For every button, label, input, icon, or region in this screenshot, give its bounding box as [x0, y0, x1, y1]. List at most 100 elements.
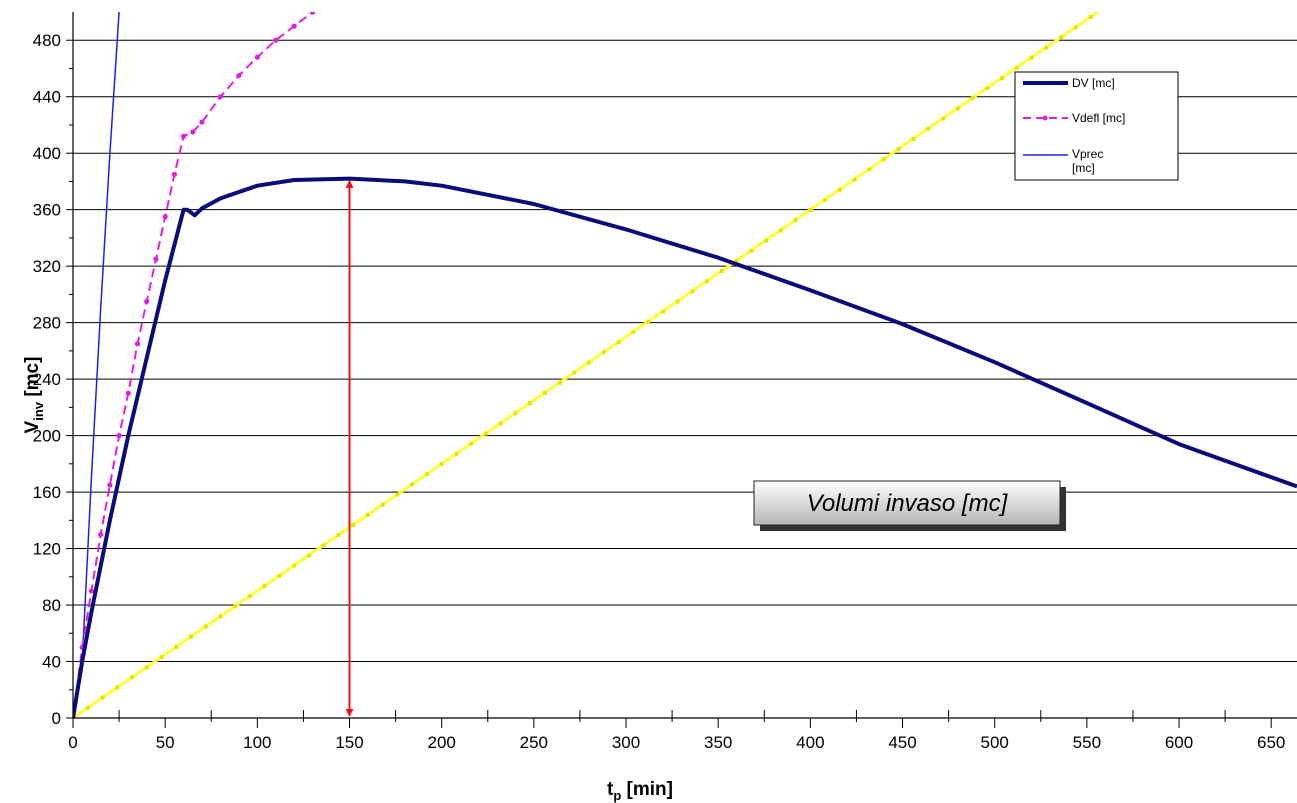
series-point-yellow [646, 319, 651, 324]
x-tick-label-12: 600 [1165, 733, 1193, 752]
x-tick-label-10: 500 [980, 733, 1008, 752]
x-tick-label-3: 150 [335, 733, 363, 752]
series-point-vdefl [116, 433, 122, 439]
series-point-yellow [911, 136, 916, 141]
series-point-vdefl [190, 129, 196, 135]
series-point-yellow [926, 126, 931, 131]
series-point-yellow [1029, 55, 1034, 60]
y-tick-label-4: 160 [33, 483, 61, 502]
x-tick-label-0: 0 [68, 733, 77, 752]
series-point-yellow [159, 655, 164, 660]
series-point-yellow [690, 289, 695, 294]
series-point-yellow [483, 431, 488, 436]
series-point-vdefl [144, 298, 150, 305]
x-tick-label-1: 50 [156, 733, 175, 752]
legend-label-dv: DV [mc] [1072, 76, 1115, 90]
series-point-yellow [749, 248, 754, 253]
series-point-yellow [823, 197, 828, 202]
series-point-yellow [321, 543, 326, 548]
y-tick-label-6: 240 [33, 370, 61, 389]
y-tick-label-5: 200 [33, 427, 61, 446]
series-point-yellow [469, 441, 474, 446]
series-point-yellow [587, 360, 592, 365]
series-group [73, 12, 1297, 718]
series-point-vdefl [134, 341, 141, 347]
series-point-vdefl [199, 119, 205, 125]
series-point-yellow [705, 279, 710, 284]
series-point-yellow [616, 340, 621, 345]
y-axis-title-unit: [mc] [22, 357, 43, 402]
x-axis-title-sub: p [613, 788, 621, 803]
axes: 0 40 80 120 160 200 240 280 320 360 400 440 480 0 50 10… [33, 12, 1297, 752]
series-point-vdefl [217, 94, 224, 100]
series-point-yellow [778, 228, 783, 233]
series-point-vdefl [236, 72, 242, 79]
series-point-yellow [734, 258, 739, 263]
series-point-yellow [247, 594, 252, 599]
series-point-yellow [144, 665, 149, 670]
series-point-yellow [277, 573, 282, 578]
series-point-yellow [292, 563, 297, 568]
series-point-yellow [1088, 15, 1093, 20]
series-point-yellow [129, 675, 134, 680]
y-axis-title-sub: inv [31, 401, 46, 421]
series-line-dv [73, 176, 1297, 718]
series-point-yellow [542, 390, 547, 395]
series-point-yellow [336, 533, 341, 538]
series-point-yellow [631, 329, 636, 334]
series-point-yellow [174, 644, 179, 649]
legend-label-vprec-line1: Vprec [1072, 147, 1103, 161]
series-point-yellow [365, 512, 370, 517]
series-point-yellow [380, 502, 385, 507]
series-point-yellow [764, 238, 769, 243]
series-line-vdefl [73, 12, 314, 718]
series-point-yellow [852, 177, 857, 182]
x-tick-label-6: 300 [612, 733, 640, 752]
series-point-yellow [1059, 35, 1064, 40]
series-point-yellow [572, 370, 577, 375]
series-point-yellow [513, 411, 518, 416]
series-point-vdefl [107, 482, 113, 488]
y-axis-title: Vinv [mc] [22, 357, 46, 434]
series-point-vdefl [98, 531, 104, 538]
series-point-vdefl [254, 54, 260, 60]
x-tick-label-9: 450 [888, 733, 916, 752]
series-point-yellow [675, 299, 680, 304]
x-tick-label-13: 650 [1257, 733, 1285, 752]
x-axis-title: tp [min] [607, 779, 673, 803]
series-point-yellow [808, 208, 813, 213]
series-point-yellow [955, 106, 960, 111]
series-line-vprec [73, 12, 120, 718]
series-point-yellow [660, 309, 665, 314]
x-tick-label-4: 200 [427, 733, 455, 752]
series-point-yellow [601, 350, 606, 355]
series-point-yellow [100, 695, 105, 700]
series-point-yellow [557, 380, 562, 385]
annotation-text: Volumi invaso [mc] [807, 490, 1009, 517]
series-point-yellow [262, 583, 267, 588]
series-point-yellow [115, 685, 120, 690]
series-point-yellow [1014, 65, 1019, 70]
series-point-vdefl [291, 23, 297, 29]
series-point-vdefl [88, 588, 95, 594]
series-point-vdefl [171, 171, 177, 177]
series-point-yellow [395, 492, 400, 497]
x-tick-label-8: 400 [796, 733, 824, 752]
x-axis-title-unit: [min] [621, 779, 673, 800]
annotation-box: Volumi invaso [mc] [753, 480, 1066, 531]
series-point-yellow [454, 451, 459, 456]
series-point-yellow [719, 269, 724, 274]
series-point-yellow [1044, 45, 1049, 50]
series-point-yellow [351, 522, 356, 527]
y-tick-label-1: 40 [42, 653, 61, 672]
series-point-yellow [941, 116, 946, 121]
series-point-yellow [837, 187, 842, 192]
y-tick-label-8: 320 [33, 257, 61, 276]
series-point-yellow [528, 401, 533, 406]
y-tick-label-3: 120 [33, 540, 61, 559]
legend-label-vdefl: Vdefl [mc] [1072, 111, 1125, 125]
y-tick-label-10: 400 [33, 144, 61, 163]
y-tick-label-11: 440 [33, 88, 61, 107]
series-point-yellow [498, 421, 503, 426]
